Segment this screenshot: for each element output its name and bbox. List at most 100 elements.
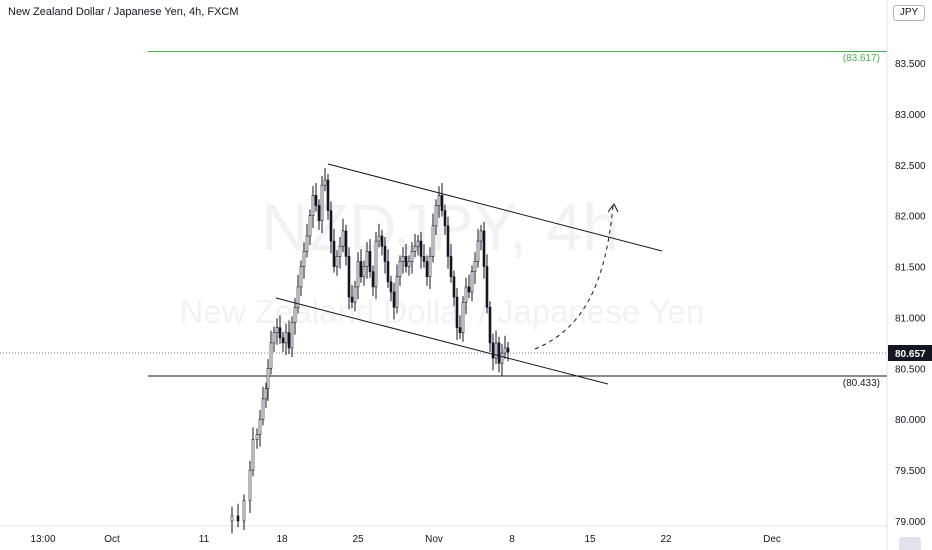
x-tick-label: Dec <box>763 534 781 545</box>
candle-body <box>503 347 507 354</box>
candle-body <box>299 266 303 288</box>
candle-body <box>506 347 510 353</box>
candle-body <box>338 245 342 257</box>
candle-body <box>494 342 498 359</box>
candlestick-series <box>230 167 510 534</box>
y-tick-label: 82.000 <box>895 212 926 223</box>
channel-upper-trendline[interactable] <box>327 163 663 252</box>
x-tick-label: 13:00 <box>30 534 55 545</box>
candle-body <box>230 515 234 522</box>
candle-body <box>422 256 426 262</box>
candle-body <box>392 291 396 308</box>
candle-body <box>359 261 363 278</box>
candle-body <box>401 256 405 262</box>
candle-body <box>497 342 501 364</box>
candle-body <box>311 195 315 216</box>
y-tick-label: 83.500 <box>895 59 926 70</box>
candle-body <box>398 261 402 278</box>
candle-body <box>479 230 483 242</box>
candle-body <box>350 296 354 303</box>
watermark-name: New Zealand Dollar / Japanese Yen <box>180 293 705 330</box>
candle-body <box>464 286 468 303</box>
y-tick-label: 80.500 <box>895 364 926 375</box>
candle-body <box>485 266 489 308</box>
candle-body <box>416 240 420 247</box>
candle-body <box>434 205 438 227</box>
candle-body <box>287 332 291 349</box>
candle-body <box>410 250 414 262</box>
x-tick-label: 15 <box>584 534 596 545</box>
candle-body <box>272 332 276 344</box>
candle-body <box>443 210 447 227</box>
candle-body <box>488 306 492 344</box>
candle-body <box>344 230 348 257</box>
candle-body <box>251 439 255 471</box>
candle-body <box>308 215 312 237</box>
candle-body <box>290 322 294 349</box>
x-tick-label: 25 <box>352 534 364 545</box>
candle-body <box>446 225 450 257</box>
x-tick-label: Oct <box>104 534 120 545</box>
candle-body <box>258 418 262 435</box>
candle-body <box>470 271 474 293</box>
candle-body <box>491 342 495 359</box>
candle-body <box>335 256 339 267</box>
candle-body <box>323 179 327 186</box>
candle-body <box>437 195 441 206</box>
candle-body <box>425 261 429 278</box>
projection-arrow-path[interactable] <box>534 205 614 350</box>
axis-settings-handle[interactable] <box>899 537 921 550</box>
channel-lower-trendline[interactable] <box>275 297 609 385</box>
x-tick-label: 18 <box>276 534 288 545</box>
candle-body <box>332 240 336 267</box>
time-axis[interactable]: 13:00 Oct 11 18 25 Nov 8 15 22 Dec <box>30 534 780 545</box>
candle-body <box>293 306 297 323</box>
candle-body <box>242 500 246 522</box>
current-price-label: 80.657 <box>895 349 926 360</box>
candle-body <box>347 256 351 298</box>
candle-body <box>261 398 265 420</box>
y-tick-label: 81.000 <box>895 313 926 324</box>
chart-title: New Zealand Dollar / Japanese Yen, 4h, F… <box>8 6 239 18</box>
candle-body <box>473 261 477 272</box>
y-tick-label: 79.500 <box>895 466 926 477</box>
candle-body <box>476 240 480 262</box>
candle-body <box>314 195 318 206</box>
candle-body <box>368 250 372 272</box>
candle-body <box>467 286 471 293</box>
candle-body <box>440 195 444 211</box>
candle-body <box>461 301 465 334</box>
candle-body <box>458 327 462 334</box>
candle-body <box>341 230 345 247</box>
candle-body <box>431 225 435 257</box>
candle-body <box>296 286 300 308</box>
candle-body <box>386 261 390 283</box>
current-price-tag <box>888 345 932 361</box>
candle-body <box>302 250 306 267</box>
candle-body <box>281 337 285 344</box>
candle-body <box>353 286 357 303</box>
support-level-label: (80.433) <box>843 378 880 389</box>
candle-body <box>395 276 399 308</box>
candle-body <box>278 327 282 339</box>
candle-body <box>266 368 270 389</box>
candle-body <box>389 281 393 293</box>
candle-body <box>329 210 333 242</box>
candle-body <box>482 230 486 267</box>
projection-arrow-head <box>607 203 619 213</box>
x-tick-label: Nov <box>425 534 443 545</box>
currency-button[interactable]: JPY <box>893 5 925 21</box>
candle-body <box>356 261 360 288</box>
candle-body <box>455 296 459 328</box>
candle-body <box>413 245 417 252</box>
candle-body <box>452 276 456 298</box>
price-axis[interactable]: 83.500 83.000 82.500 82.000 81.500 81.000 80.5… <box>895 59 926 528</box>
y-tick-label: 83.000 <box>895 110 926 121</box>
candle-body <box>428 256 432 278</box>
candle-body <box>377 235 381 242</box>
candle-body <box>374 240 378 288</box>
candle-body <box>362 266 366 278</box>
y-tick-label: 79.000 <box>895 517 926 528</box>
candle-body <box>365 250 369 267</box>
